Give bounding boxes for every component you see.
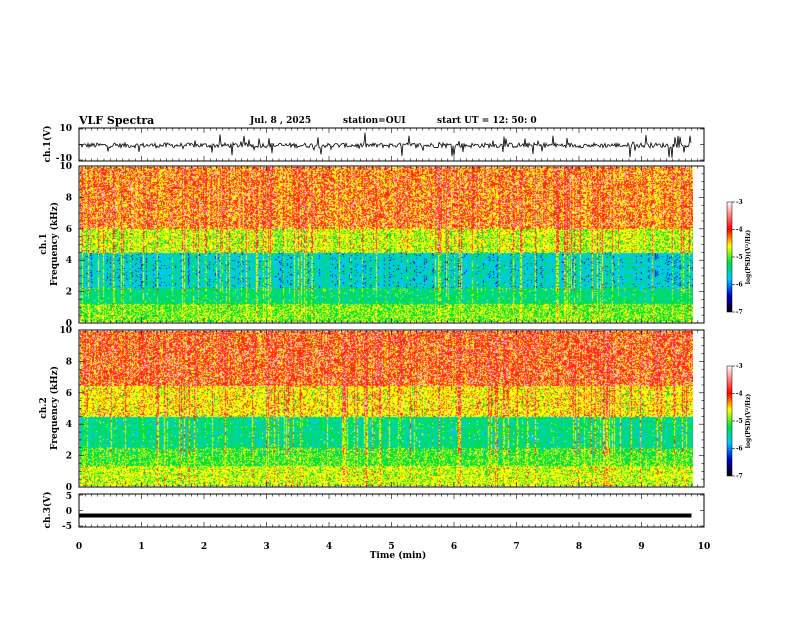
- colorbar-tick-label: -7: [736, 309, 743, 316]
- frequency-tick-label: 4: [66, 256, 72, 266]
- start-time-label: start UT = 12: 50: 0: [437, 116, 537, 126]
- colorbar-tick-label: -3: [736, 363, 743, 370]
- frequency-tick-label: 4: [66, 420, 72, 430]
- ch1-voltage-trace: [78, 132, 692, 158]
- frequency-tick-label: 10: [59, 326, 72, 336]
- colorbar-tick-label: -7: [736, 473, 743, 480]
- x-tick-label: 4: [326, 542, 332, 552]
- frequency-tick-label: 8: [66, 193, 72, 203]
- frequency-tick-label: 2: [66, 452, 72, 462]
- x-tick-label: 0: [76, 542, 82, 552]
- colorbar-tick-label: -6: [736, 446, 743, 453]
- x-tick-label: 2: [201, 542, 207, 552]
- ch1-channel-label: ch.1: [39, 233, 49, 254]
- ch3-ytick-mid: 0: [66, 507, 72, 517]
- ch1-voltage-ylabel: ch.1(V): [42, 126, 53, 163]
- ch1-ytick-bottom: -10: [56, 154, 72, 164]
- station-label: station=OUI: [343, 116, 406, 126]
- ch1-colorbar-label: log(PSD)(V²/Hz): [745, 230, 752, 285]
- frequency-tick-label: 10: [59, 162, 72, 172]
- date-label: Jul. 8 , 2025: [249, 116, 311, 126]
- x-tick-label: 3: [263, 542, 269, 552]
- x-tick-label: 9: [638, 542, 644, 552]
- colorbar-tick-label: -6: [736, 282, 743, 289]
- ch1-spectrogram-image: [80, 167, 693, 322]
- ch2-frequency-ylabel: Frequency (kHz): [49, 366, 60, 450]
- ch3-ytick-bottom: -5: [62, 522, 72, 532]
- ch2-colorbar: [726, 365, 733, 477]
- frequency-tick-label: 6: [66, 225, 72, 235]
- colorbar-tick-label: -5: [736, 418, 743, 425]
- figure-title: VLF Spectra: [78, 114, 154, 127]
- ch1-colorbar: [726, 201, 733, 313]
- x-tick-label: 8: [576, 542, 582, 552]
- x-tick-label: 6: [451, 542, 457, 552]
- frequency-tick-label: 0: [66, 483, 72, 493]
- ch3-voltage-ylabel: ch.3(V): [42, 492, 53, 529]
- x-tick-label: 1: [138, 542, 144, 552]
- frequency-tick-label: 6: [66, 389, 72, 399]
- frequency-tick-label: 0: [66, 319, 72, 329]
- colorbar-tick-label: -4: [736, 391, 743, 398]
- ch2-spectrogram-image: [80, 331, 693, 486]
- frequency-tick-label: 2: [66, 288, 72, 298]
- time-xlabel: Time (min): [370, 550, 427, 561]
- colorbar-tick-label: -3: [736, 199, 743, 206]
- ch2-channel-label: ch.2: [39, 397, 49, 418]
- x-tick-label: 7: [513, 542, 519, 552]
- colorbar-tick-label: -5: [736, 254, 743, 261]
- frequency-tick-label: 8: [66, 357, 72, 367]
- ch2-colorbar-label: log(PSD)(V²/Hz): [745, 394, 752, 449]
- colorbar-tick-label: -4: [736, 227, 743, 234]
- x-tick-label: 10: [698, 542, 711, 552]
- ch3-ytick-top: 5: [66, 492, 72, 502]
- ch1-ytick-top: 10: [59, 124, 72, 134]
- x-tick-label: 5: [388, 542, 394, 552]
- ch1-frequency-ylabel: Frequency (kHz): [49, 202, 60, 286]
